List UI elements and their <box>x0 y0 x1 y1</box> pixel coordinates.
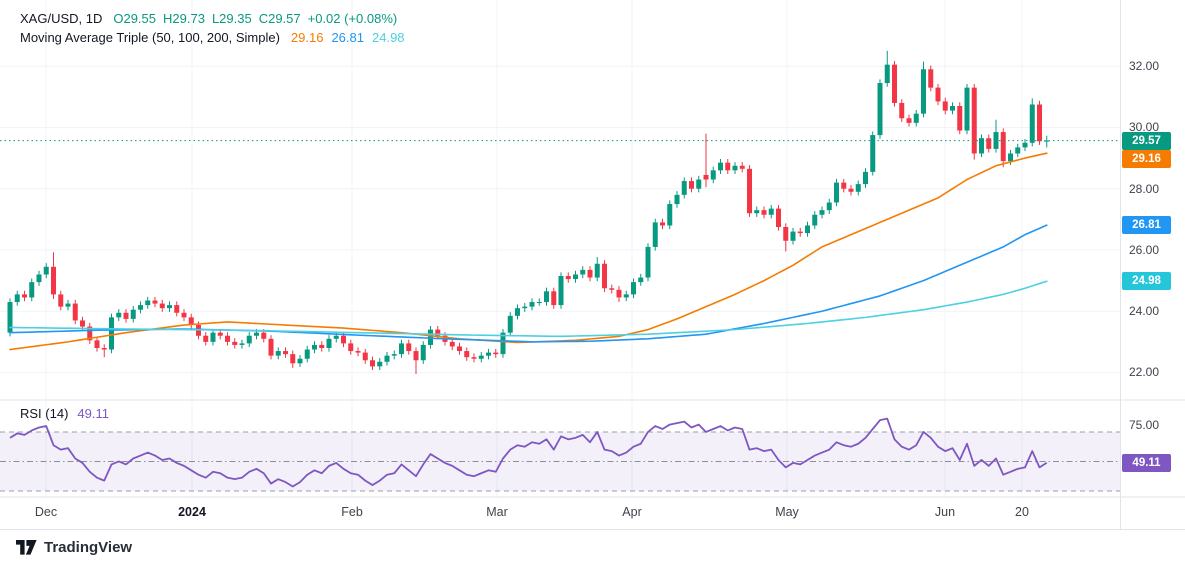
tradingview-brand-text[interactable]: TradingView <box>44 539 133 556</box>
rsi-legend: RSI (14) 49.11 <box>20 406 109 421</box>
rsi-indicator-title[interactable]: RSI (14) <box>20 406 69 421</box>
ma100-value: 26.81 <box>331 30 364 45</box>
price-axis-label: 32.00 <box>1129 59 1160 74</box>
time-axis-label: Dec <box>34 505 58 519</box>
time-axis-label: 2024 <box>178 505 206 519</box>
time-axis[interactable]: Dec 2024 Feb Mar Apr May Jun 20 <box>0 497 1185 530</box>
price-axis-label: 26.00 <box>1129 242 1160 257</box>
symbol-row: XAG/USD, 1D O29.55 H29.73 L29.35 C29.57 +0.02… <box>20 9 413 28</box>
low-value: L29.35 <box>211 11 252 26</box>
time-axis-label: Mar <box>486 505 508 519</box>
ma100-badge: 26.81 <box>1122 216 1171 235</box>
price-axis-label: 28.00 <box>1129 181 1160 196</box>
ma50-value: 29.16 <box>290 30 324 45</box>
legend: XAG/USD, 1D O29.55 H29.73 L29.35 C29.57 +0.02… <box>20 9 413 47</box>
footer: TradingView <box>16 539 132 556</box>
open-value: O29.55 <box>113 11 157 26</box>
time-axis-label: Feb <box>341 505 363 519</box>
change-value: +0.02 (+0.08%) <box>307 11 398 26</box>
high-value: H29.73 <box>163 11 205 26</box>
time-axis-label: May <box>775 505 799 519</box>
symbol-title[interactable]: XAG/USD, 1D <box>20 11 103 26</box>
time-axis-label: Jun <box>934 505 956 519</box>
chart-canvas[interactable] <box>0 0 1185 530</box>
rsi-axis-label: 75.00 <box>1129 417 1160 432</box>
price-axis-label: 22.00 <box>1129 365 1160 380</box>
ma50-badge: 29.16 <box>1122 149 1171 168</box>
ma200-badge: 24.98 <box>1122 272 1171 291</box>
ma-indicator-title[interactable]: Moving Average Triple (50, 100, 200, Sim… <box>20 30 280 45</box>
tradingview-logo-icon <box>16 540 37 555</box>
ma-indicator-row: Moving Average Triple (50, 100, 200, Sim… <box>20 28 413 47</box>
price-axis-label: 30.00 <box>1129 120 1160 135</box>
ma200-value: 24.98 <box>372 30 405 45</box>
price-axis-label: 24.00 <box>1129 304 1160 319</box>
close-value: C29.57 <box>258 11 301 26</box>
time-axis-label: 20 <box>1015 505 1029 519</box>
rsi-value: 49.11 <box>77 406 109 421</box>
last-price-badge: 29.57 <box>1122 131 1171 150</box>
price-axis[interactable]: 32.00 30.00 28.00 26.00 24.00 22.00 75.00 29.57… <box>1120 0 1185 530</box>
time-axis-label: Apr <box>622 505 642 519</box>
rsi-badge: 49.11 <box>1122 453 1171 472</box>
